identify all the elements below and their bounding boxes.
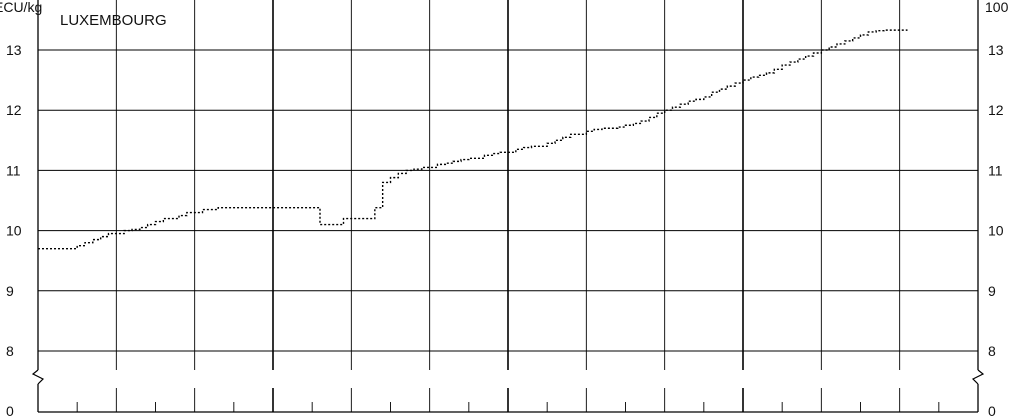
chart-title: LUXEMBOURG	[60, 12, 167, 29]
chart-series	[38, 29, 908, 250]
axis-break-left	[31, 369, 45, 385]
chart-axis	[31, 0, 985, 412]
y-tick-label-right: 13	[988, 42, 1004, 58]
y-tick-label-right: 12	[988, 102, 1004, 118]
y-tick-label-left: 13	[6, 42, 22, 58]
y-tick-label-right: 9	[988, 283, 996, 299]
axis-break-right	[971, 369, 985, 385]
y-tick-label-right: 8	[988, 343, 996, 359]
y-tick-label-left: 0	[6, 403, 14, 418]
y-tick-label-left: 9	[6, 283, 14, 299]
right-unit-label: 100	[985, 0, 1009, 15]
y-tick-label-left: 8	[6, 343, 14, 359]
y-tick-label-right: 10	[988, 223, 1004, 239]
y-tick-label-left: 11	[6, 162, 21, 178]
y-tick-label-left: 12	[6, 102, 22, 118]
y-tick-label-right: 0	[988, 403, 996, 418]
series-line	[38, 29, 908, 250]
chart-labels: 8 8 9 9 10 10 11 11 12 12 13 13 0 0	[6, 42, 1004, 418]
y-tick-label-right: 11	[988, 162, 1003, 178]
left-unit-label: ECU/kg	[0, 0, 42, 15]
y-tick-label-left: 10	[6, 223, 22, 239]
chart-grid	[38, 0, 978, 413]
